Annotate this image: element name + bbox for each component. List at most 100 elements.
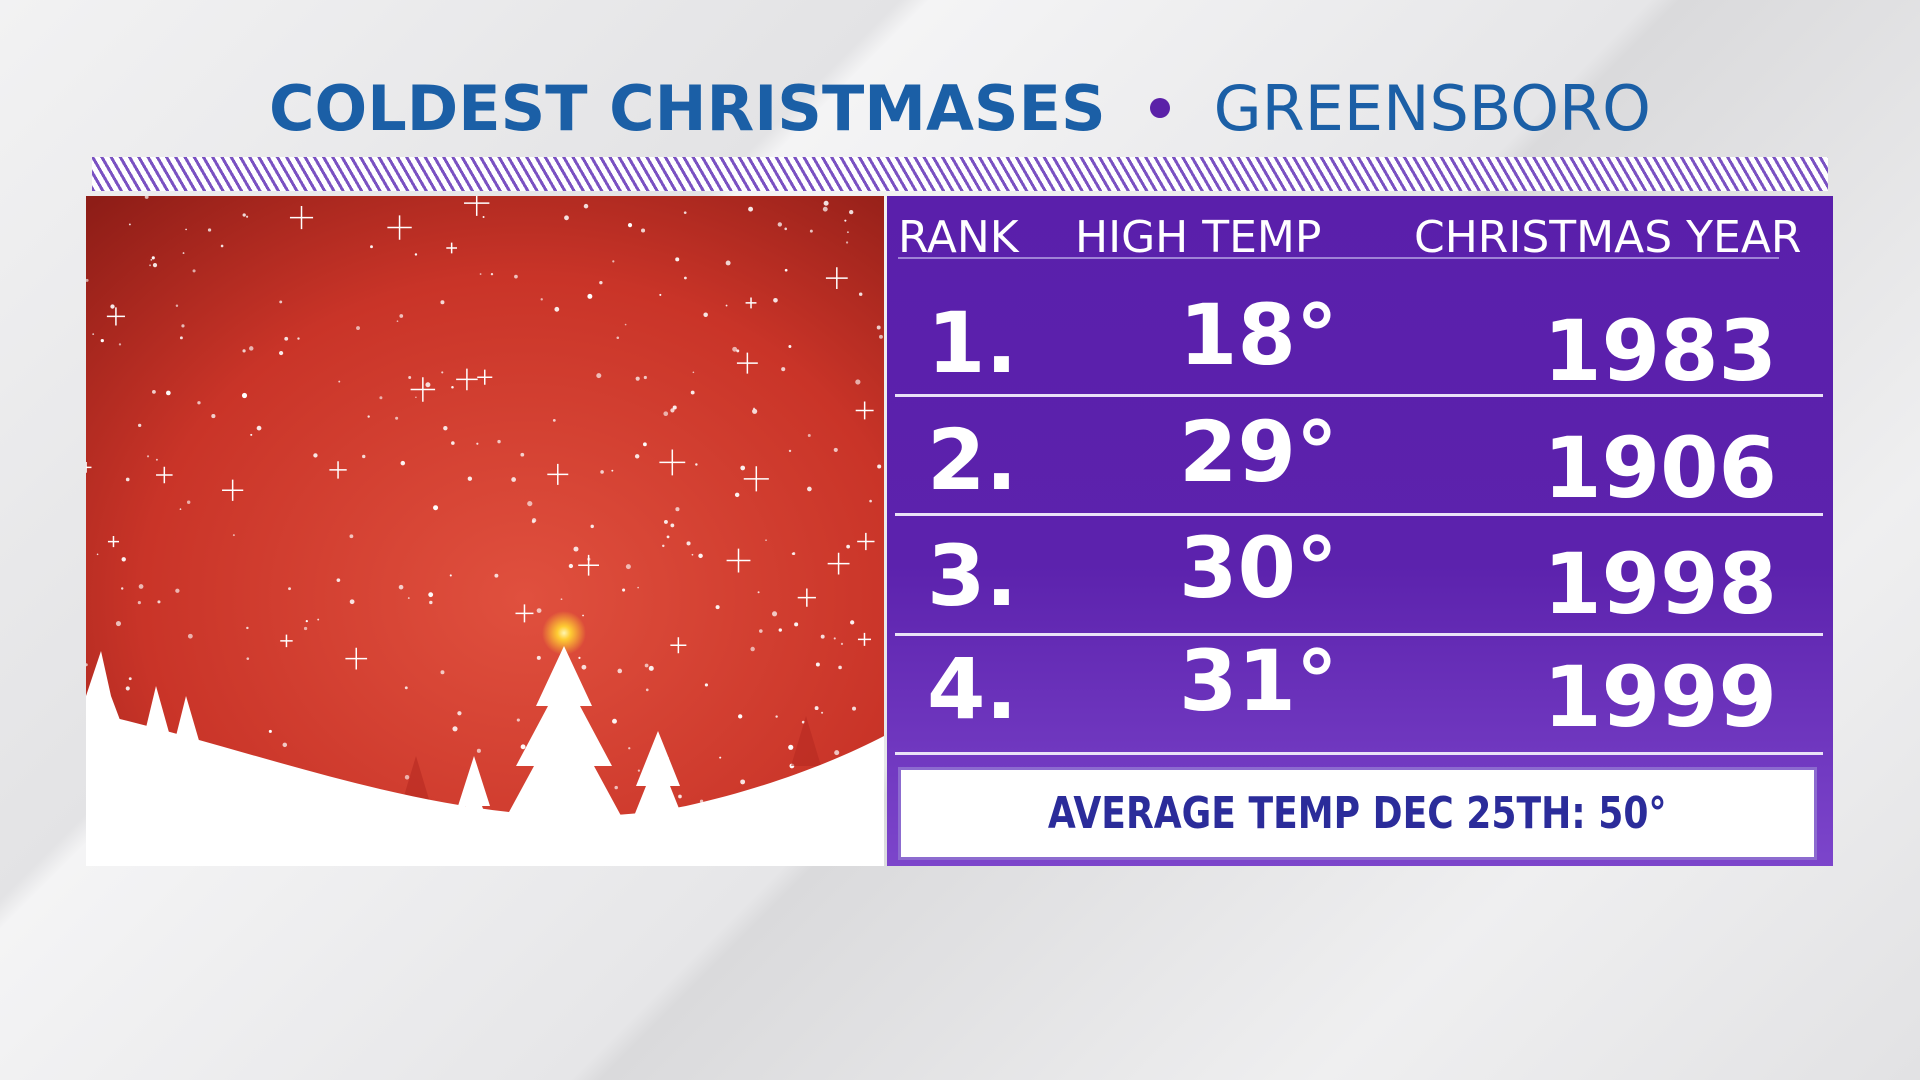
table-panel: RANK HIGH TEMP CHRISTMAS YEAR 1. 18° 1983 2… [887,196,1833,866]
star [540,298,543,301]
star [451,386,454,389]
average-text: AVERAGE TEMP DEC 25TH: 50° [1048,788,1667,839]
sparkle [289,206,314,230]
star [625,564,631,570]
star [791,552,794,555]
star [590,524,594,529]
year: 1983 [1543,302,1777,400]
star [788,744,794,750]
star [773,297,778,303]
star [822,206,828,212]
star [144,196,149,199]
star [692,371,695,374]
star [573,546,579,552]
row-rule [895,394,1823,397]
star [110,304,115,309]
trees [86,646,690,846]
star [279,350,284,356]
star [838,665,842,670]
star [313,453,318,458]
sparkle [857,532,875,551]
star [479,273,482,275]
star [433,505,439,511]
rank: 3. [927,527,1018,625]
star [616,336,620,340]
sparkle [410,377,436,402]
star [684,276,687,280]
sparkle [743,466,769,492]
star [197,401,201,405]
sparkle [659,449,686,476]
star [784,268,788,272]
sparkle [280,634,293,648]
sparkle [329,461,347,479]
star [725,304,728,307]
star [703,312,708,317]
star [635,376,640,381]
star [686,541,691,546]
star [845,241,849,244]
star [125,477,130,482]
star [207,228,212,232]
star [211,414,216,419]
star [683,211,687,214]
star [691,553,694,556]
star [852,706,857,711]
star [663,519,668,524]
star [738,714,743,719]
star [407,597,410,599]
star [395,416,399,420]
star [242,349,246,353]
star [440,300,445,305]
star [775,715,778,718]
star [242,213,246,217]
star [644,663,649,668]
rank: 1. [927,294,1018,392]
star [138,423,142,428]
star [807,433,811,437]
star [268,729,272,733]
star [840,642,844,646]
stars [86,196,883,828]
sparkle [446,242,458,254]
star [666,535,670,539]
star [149,264,152,267]
star [823,200,829,206]
star [617,668,623,674]
star [349,534,354,539]
star [637,769,641,772]
star [297,337,300,340]
title-line: COLDEST CHRISTMASES GREENSBORO [0,72,1920,145]
year: 1906 [1543,419,1777,517]
high-temp: 18° [1179,286,1338,384]
star [846,544,850,549]
header-underline [898,257,1779,259]
star [428,592,434,598]
sparkle [726,548,751,573]
star [765,539,767,541]
star [637,586,639,589]
star [396,320,399,322]
column-header: RANK [898,212,1019,263]
star [115,620,122,627]
tree-star [542,611,586,655]
star [520,452,525,457]
star [370,245,373,249]
title: COLDEST CHRISTMASES [269,72,1106,145]
star [698,553,703,559]
star [600,470,604,474]
star [185,228,187,231]
star [449,574,452,577]
star [699,799,704,803]
star [821,711,824,714]
sparkle [222,479,244,501]
sparkle [387,215,412,240]
sparkle [456,368,478,391]
star [719,756,722,759]
star [599,280,603,285]
star [246,626,249,630]
sparkle [736,352,758,374]
sparkle [345,647,368,670]
star [645,688,649,692]
